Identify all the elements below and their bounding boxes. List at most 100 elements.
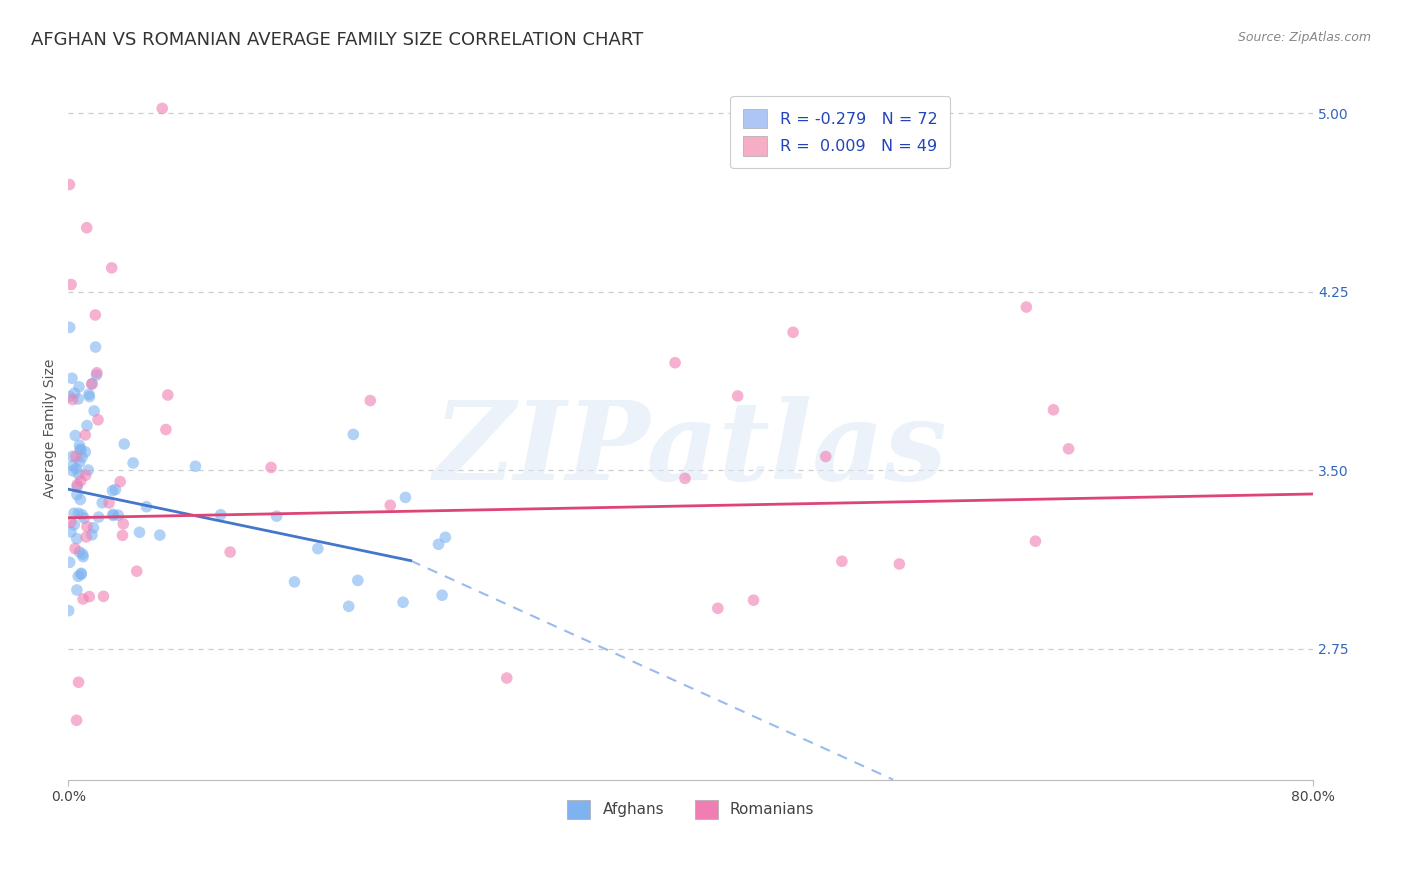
Text: Source: ZipAtlas.com: Source: ZipAtlas.com	[1237, 31, 1371, 45]
Point	[84, 308, 107, 322]
Point	[128, 525, 150, 540]
Point	[831, 554, 853, 568]
Point	[58, 604, 80, 618]
Point	[76, 220, 98, 235]
Point	[107, 508, 129, 523]
Point	[69, 492, 91, 507]
Point	[67, 506, 90, 520]
Point	[380, 498, 402, 512]
Point	[394, 491, 416, 505]
Point	[86, 366, 108, 380]
Point	[307, 541, 329, 556]
Point	[67, 467, 90, 482]
Point	[66, 488, 89, 502]
Point	[69, 545, 91, 559]
Point	[62, 450, 84, 464]
Point	[430, 588, 453, 602]
Point	[219, 545, 242, 559]
Point	[75, 530, 97, 544]
Point	[337, 599, 360, 614]
Point	[782, 326, 804, 340]
Point	[58, 389, 80, 403]
Point	[260, 460, 283, 475]
Point	[66, 532, 89, 546]
Point	[69, 438, 91, 452]
Point	[60, 371, 83, 385]
Point	[62, 392, 84, 407]
Point	[79, 590, 101, 604]
Point	[69, 442, 91, 457]
Point	[101, 483, 124, 498]
Point	[63, 517, 86, 532]
Point	[79, 390, 101, 404]
Point	[122, 456, 145, 470]
Point	[73, 511, 96, 525]
Point	[93, 590, 115, 604]
Point	[1015, 300, 1038, 314]
Y-axis label: Average Family Size: Average Family Size	[44, 359, 58, 499]
Point	[673, 471, 696, 485]
Point	[111, 528, 134, 542]
Point	[66, 480, 89, 494]
Point	[66, 477, 89, 491]
Point	[108, 475, 131, 489]
Point	[155, 423, 177, 437]
Point	[75, 428, 97, 442]
Point	[59, 320, 82, 334]
Point	[70, 566, 93, 581]
Point	[346, 574, 368, 588]
Point	[75, 468, 97, 483]
Point	[283, 574, 305, 589]
Text: AFGHAN VS ROMANIAN AVERAGE FAMILY SIZE CORRELATION CHART: AFGHAN VS ROMANIAN AVERAGE FAMILY SIZE C…	[31, 31, 643, 49]
Point	[69, 455, 91, 469]
Point	[76, 519, 98, 533]
Point	[65, 450, 87, 464]
Point	[69, 474, 91, 488]
Point	[58, 178, 80, 192]
Point	[149, 528, 172, 542]
Point	[209, 508, 232, 522]
Point	[65, 461, 87, 475]
Point	[80, 377, 103, 392]
Legend: Afghans, Romanians: Afghans, Romanians	[561, 794, 820, 824]
Point	[266, 509, 288, 524]
Point	[742, 593, 765, 607]
Point	[112, 516, 135, 531]
Point	[91, 496, 114, 510]
Point	[65, 714, 87, 728]
Point	[63, 386, 86, 401]
Point	[65, 428, 87, 442]
Text: ZIPatlas: ZIPatlas	[434, 396, 948, 503]
Point	[63, 541, 86, 556]
Point	[84, 340, 107, 354]
Point	[101, 508, 124, 523]
Point	[59, 555, 82, 569]
Point	[59, 524, 82, 539]
Point	[150, 102, 173, 116]
Point	[1057, 442, 1080, 456]
Point	[72, 591, 94, 606]
Point	[342, 427, 364, 442]
Point	[135, 500, 157, 514]
Point	[87, 413, 110, 427]
Point	[60, 277, 83, 292]
Point	[66, 582, 89, 597]
Point	[184, 459, 207, 474]
Point	[101, 508, 124, 522]
Point	[727, 389, 749, 403]
Point	[76, 418, 98, 433]
Point	[1042, 402, 1064, 417]
Point	[125, 564, 148, 578]
Point	[98, 496, 121, 510]
Point	[62, 458, 84, 473]
Point	[72, 547, 94, 561]
Point	[77, 463, 100, 477]
Point	[86, 368, 108, 382]
Point	[59, 515, 82, 529]
Point	[707, 601, 730, 615]
Point	[83, 404, 105, 418]
Point	[392, 595, 415, 609]
Point	[70, 508, 93, 522]
Point	[664, 356, 686, 370]
Point	[72, 549, 94, 564]
